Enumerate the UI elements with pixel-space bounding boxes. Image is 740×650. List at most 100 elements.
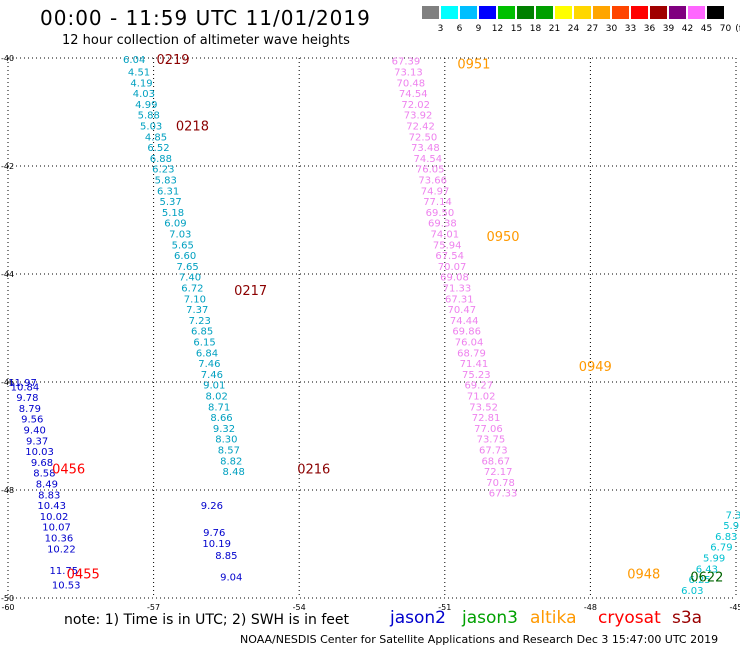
data-value-label: 74.01 (430, 230, 459, 241)
data-value-label: 9.78 (16, 393, 38, 404)
data-value-label: 9.01 (203, 381, 225, 392)
colorbar-label: 27 (586, 24, 599, 34)
data-value-label: 6.25 (688, 575, 710, 586)
chart-title: 00:00 - 11:59 UTC 11/01/2019 (40, 6, 371, 30)
colorbar-label: 36 (643, 24, 656, 34)
colorbar-swatch (574, 6, 591, 19)
data-value-label: 7.3 (726, 510, 740, 521)
data-value-label: 9.37 (26, 436, 48, 447)
data-value-label: 9.32 (213, 424, 235, 435)
data-value-label: 8.49 (36, 480, 58, 491)
data-value-label: 69.86 (452, 327, 481, 338)
data-value-label: 6.23 (152, 165, 174, 176)
colorbar-swatch (479, 6, 496, 19)
y-tick-label: -40 (1, 54, 14, 63)
data-value-label: 7.37 (186, 305, 208, 316)
data-value-label: 7.03 (169, 230, 191, 241)
data-value-label: 67.54 (435, 251, 464, 262)
colorbar-swatch (688, 6, 705, 19)
footnote: note: 1) Time is in UTC; 2) SWH is in fe… (64, 612, 350, 628)
data-value-label: 72.81 (472, 413, 501, 424)
data-value-label: 10.19 (202, 539, 231, 550)
data-value-label: 76.04 (455, 338, 484, 349)
colorbar-label: 39 (662, 24, 675, 34)
data-value-label: 6.15 (193, 338, 215, 349)
colorbar-label: 3 (437, 24, 444, 34)
data-value-label: 74.97 (421, 186, 450, 197)
data-value-label: 72.50 (409, 132, 438, 143)
colorbar-swatch (422, 6, 439, 19)
colorbar-swatch (460, 6, 477, 19)
colorbar-label: 12 (491, 24, 504, 34)
colorbar-swatch (631, 6, 648, 19)
data-value-label: 10.43 (37, 501, 66, 512)
data-value-label: 10.36 (45, 534, 74, 545)
colorbar-swatch (593, 6, 610, 19)
x-tick-label: -57 (147, 603, 160, 612)
colorbar-label: 24 (567, 24, 580, 34)
data-value-label: 69.38 (428, 219, 457, 230)
data-value-label: 9.68 (31, 458, 53, 469)
y-tick-label: -48 (1, 486, 14, 495)
data-value-label: 67.33 (489, 489, 518, 500)
x-tick-label: -45 (729, 603, 740, 612)
data-marks: 11.9710.849.788.799.569.409.3710.039.688… (8, 53, 740, 597)
data-value-label: 67.73 (479, 446, 508, 457)
data-value-label: 7.46 (198, 359, 220, 370)
axis-ticks: -60 -57 -54 -51 -48 -45 -50 -48 -46 -44 -42 -40 (1, 54, 740, 612)
data-value-label: 10.07 (42, 523, 71, 534)
data-value-label: 6.09 (164, 219, 186, 230)
pass-time-label: 0218 (176, 120, 209, 135)
data-value-label: 4.19 (130, 78, 152, 89)
data-value-label: 8.85 (215, 551, 237, 562)
data-value-label: 9.76 (203, 528, 225, 539)
data-value-label: 6.03 (681, 586, 703, 597)
data-value-label: 77.06 (474, 424, 503, 435)
pass-time-label: 0219 (156, 53, 189, 68)
data-value-label: 70.07 (438, 262, 467, 273)
colorbar-swatch (536, 6, 553, 19)
pass-time-label: 0951 (457, 57, 490, 72)
x-tick-label: -48 (584, 603, 597, 612)
data-value-label: 67.31 (445, 294, 474, 305)
data-value-label: 8.66 (210, 413, 232, 424)
data-value-label: 10.22 (47, 544, 76, 555)
y-tick-label: -50 (1, 594, 14, 603)
pass-time-label: 0948 (627, 568, 660, 583)
colorbar-swatch (707, 6, 724, 19)
data-value-label: 6.79 (710, 543, 732, 554)
pass-time-label: 0949 (579, 360, 612, 375)
data-value-label: 8.58 (33, 469, 55, 480)
data-value-label: 4.99 (135, 100, 157, 111)
legend-item-s3a: s3a (672, 608, 703, 628)
colorbar-label: 42 (681, 24, 694, 34)
data-value-label: 5.65 (172, 240, 194, 251)
colorbar-swatch (517, 6, 534, 19)
data-value-label: 6.84 (196, 348, 218, 359)
colorbar-label: 9 (475, 24, 482, 34)
pass-time-label: 0216 (297, 462, 330, 477)
legend-item-jason2: jason2 (390, 608, 446, 628)
data-value-label: 7.46 (201, 370, 223, 381)
data-value-label: 6.31 (157, 186, 179, 197)
pass-time-label: 0950 (486, 230, 519, 245)
data-value-label: 8.57 (218, 446, 240, 457)
data-value-label: 7.10 (184, 294, 206, 305)
colorbar-swatch (669, 6, 686, 19)
data-value-label: 10.53 (52, 581, 81, 592)
data-value-label: 4.03 (133, 89, 155, 100)
data-value-label: 6.88 (150, 154, 172, 165)
colorbar-swatch (441, 6, 458, 19)
data-value-label: 6.60 (174, 251, 196, 262)
data-value-label: 8.79 (19, 404, 41, 415)
data-value-label: 9.04 (220, 572, 242, 583)
data-value-label: 68.67 (481, 456, 510, 467)
data-value-label: 71.33 (443, 284, 472, 295)
pass-time-label: 0455 (67, 568, 100, 583)
data-value-label: 73.13 (394, 68, 423, 79)
data-value-label: 76.05 (416, 165, 445, 176)
data-value-label: 69.08 (440, 273, 469, 284)
x-tick-label: -54 (293, 603, 306, 612)
colorbar-swatch (612, 6, 629, 19)
